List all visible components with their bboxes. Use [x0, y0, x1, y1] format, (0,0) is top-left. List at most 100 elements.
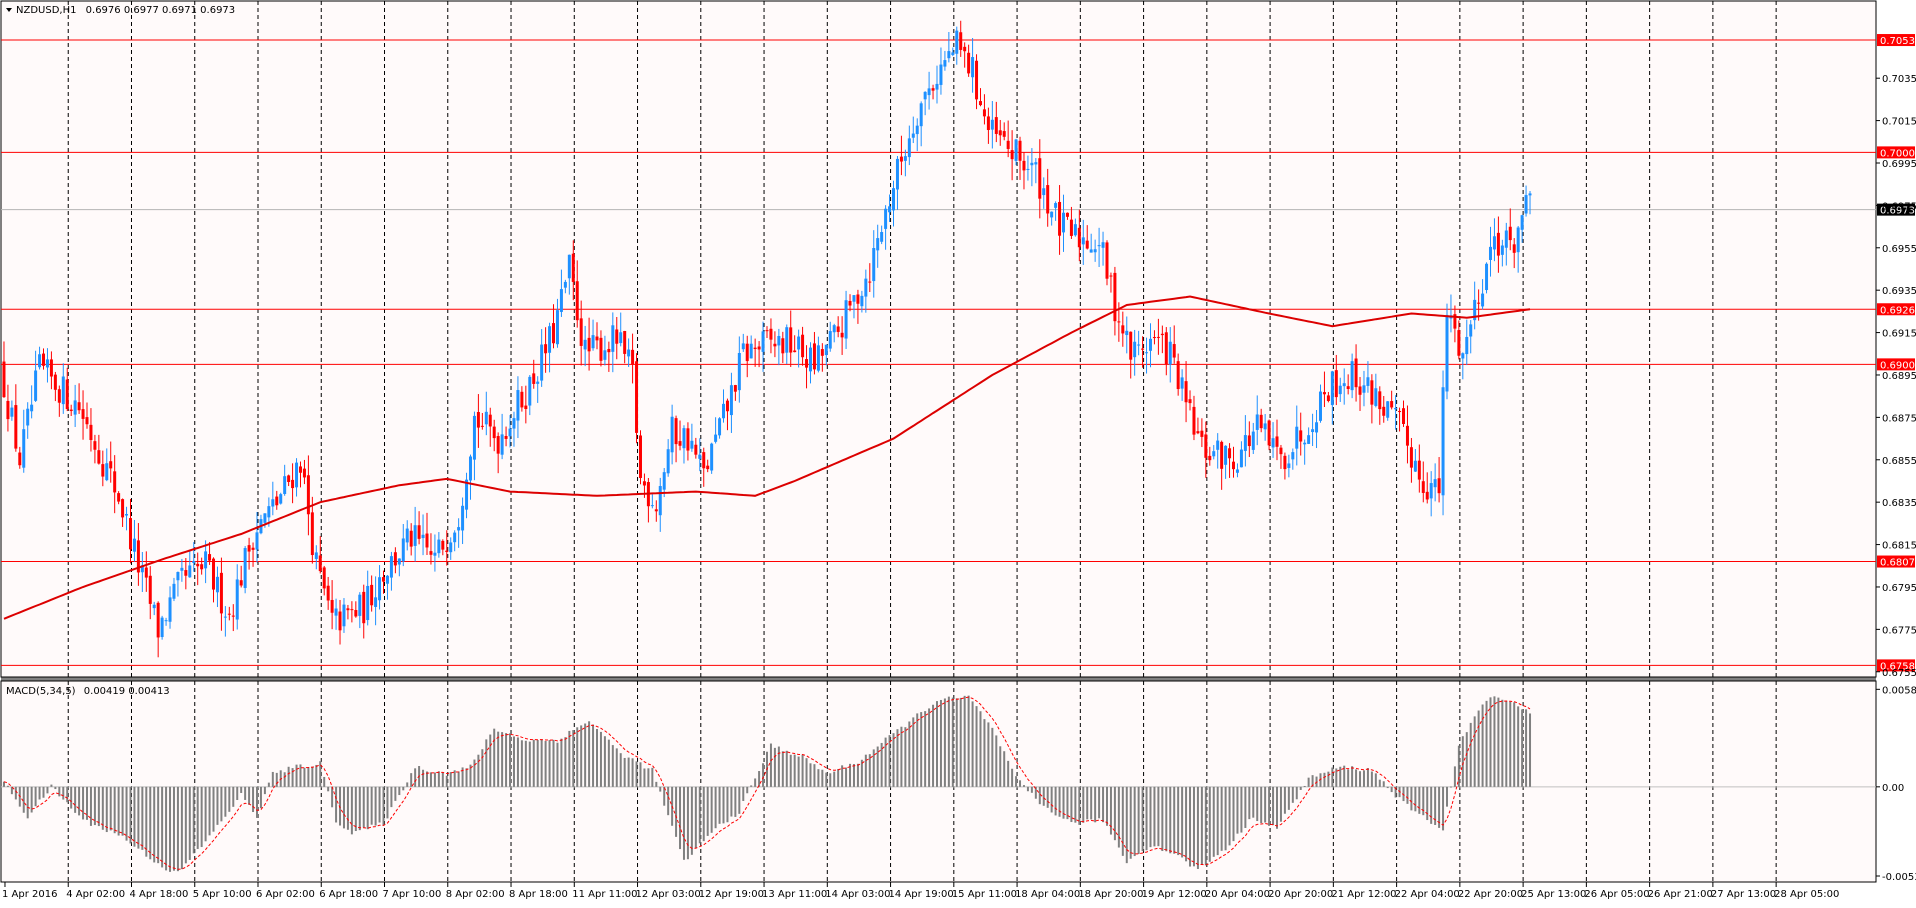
candle-body: [57, 389, 61, 403]
macd-bar: [908, 721, 911, 787]
macd-bar: [1173, 786, 1176, 854]
time-label: 13 Apr 11:00: [762, 889, 827, 900]
current-price-box: [1877, 203, 1915, 216]
candle-body: [1006, 140, 1010, 149]
macd-bar: [516, 737, 519, 787]
macd-bar: [1022, 785, 1025, 787]
macd-pane[interactable]: [0, 680, 1877, 883]
macd-bar: [256, 786, 258, 818]
candle-body: [623, 330, 627, 354]
macd-bar: [1366, 768, 1369, 787]
candle-body: [1496, 232, 1500, 256]
candle-body: [907, 138, 911, 158]
macd-bar: [414, 768, 417, 787]
candle-body: [85, 417, 89, 425]
candle-body: [1058, 201, 1062, 236]
macd-bar: [275, 772, 278, 787]
macd-bar: [730, 786, 733, 817]
macd-bar: [813, 764, 816, 787]
candle-body: [1002, 131, 1006, 137]
macd-bar: [904, 727, 907, 787]
price-pane[interactable]: [0, 0, 1877, 678]
macd-bar: [1189, 786, 1192, 867]
macd-bar: [34, 786, 37, 807]
macd-bar: [1117, 786, 1120, 848]
dropdown-triangle-icon[interactable]: [6, 8, 12, 12]
candle-body: [49, 359, 53, 377]
macd-bar: [698, 786, 701, 844]
candle-body: [1030, 162, 1034, 166]
price-axis: 0.7035 0.7015 0.6995 0.6975 0.6955 0.6935 0.69…: [1876, 74, 1916, 883]
macd-bar: [188, 786, 191, 860]
candle-body: [144, 567, 148, 578]
candle-body: [816, 345, 820, 371]
candle-body: [1113, 272, 1117, 322]
macd-bar: [50, 784, 53, 787]
candle-body: [1307, 435, 1311, 444]
candle-body: [1271, 438, 1275, 448]
macd-bar: [362, 786, 365, 828]
macd-bar: [204, 786, 207, 842]
macd-bar: [932, 704, 935, 787]
candle-body: [385, 575, 389, 584]
macd-bar: [1256, 786, 1259, 822]
macd-bar: [1410, 786, 1413, 811]
macd-bar: [433, 772, 436, 787]
macd-bar: [845, 767, 848, 787]
macd-bar: [1351, 766, 1354, 787]
candle-body: [219, 572, 223, 614]
candle-body: [1429, 483, 1433, 499]
candle-body: [488, 414, 492, 427]
candle-body: [860, 295, 864, 307]
candle-body: [275, 496, 279, 506]
macd-bar: [180, 786, 183, 870]
candle-body: [797, 336, 801, 350]
candle-body: [1117, 321, 1121, 323]
candle-body: [963, 46, 967, 52]
price-tick-label: 0.6955: [1882, 244, 1916, 255]
macd-bar: [682, 786, 685, 860]
macd-bar: [1461, 736, 1464, 787]
candle-body: [1492, 236, 1496, 250]
macd-bar: [726, 786, 729, 823]
macd-bar: [955, 698, 958, 787]
candle-body: [223, 616, 227, 618]
macd-bar: [1370, 771, 1373, 787]
macd-bar: [852, 764, 855, 787]
macd-bar: [1161, 786, 1164, 852]
macd-bar: [1434, 786, 1437, 825]
candle-body: [1212, 451, 1216, 457]
time-label: 7 Apr 10:00: [383, 889, 442, 900]
candle-body: [571, 253, 575, 282]
price-tick-label: 0.7035: [1882, 74, 1916, 85]
macd-bar: [259, 786, 262, 809]
candle-body: [563, 281, 567, 288]
candle-body: [326, 585, 330, 601]
horizontal-levels[interactable]: 0.7053 0.7000 0.6926 0.6900 0.6807 0.6758 0.69…: [1, 34, 1915, 672]
candle-body: [231, 615, 235, 617]
candle-body: [955, 30, 959, 54]
level-label-box: [1877, 659, 1915, 672]
macd-bar: [675, 786, 678, 837]
candle-body: [931, 88, 935, 91]
candle-body: [437, 539, 441, 554]
candle-body: [820, 349, 824, 356]
candle-body: [923, 91, 927, 100]
macd-bar: [386, 786, 389, 819]
candle-body: [366, 585, 370, 621]
candle-body: [421, 534, 425, 539]
macd-bar: [22, 786, 25, 813]
macd-bar: [38, 786, 41, 800]
macd-bar: [603, 736, 606, 787]
macd-bar: [880, 742, 883, 787]
macd-bar: [936, 701, 938, 787]
macd-bar: [437, 771, 440, 787]
candle-body: [180, 567, 184, 571]
candle-body: [1394, 407, 1398, 410]
macd-bar: [1236, 786, 1239, 834]
candle-body: [1089, 249, 1093, 253]
candle-body: [559, 289, 563, 312]
candle-body: [698, 454, 702, 459]
